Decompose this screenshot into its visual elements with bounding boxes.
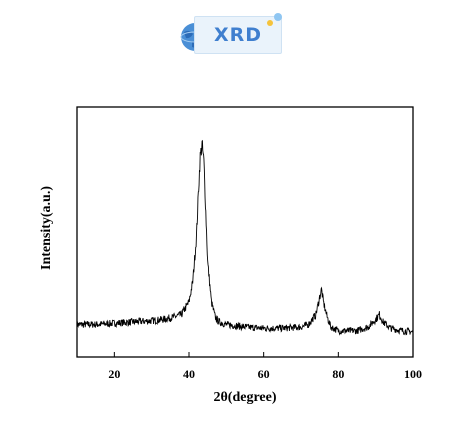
xrd-logo: XRD [178,12,284,56]
x-axis-title: 2θ(degree) [213,390,276,405]
decorative-dots-icon [267,13,282,26]
series-line-xrd [76,139,414,336]
x-tick-label: 40 [183,367,195,381]
y-axis-title: Intensity(a.u.) [39,186,54,270]
x-ticks: 20 40 60 80 100 [108,352,422,381]
x-tick-label: 60 [258,367,270,381]
x-tick-label: 20 [108,367,120,381]
plot-frame [76,106,414,358]
x-tick-label: 80 [332,367,344,381]
logo-text: XRD [214,24,263,46]
x-tick-label: 100 [404,367,422,381]
